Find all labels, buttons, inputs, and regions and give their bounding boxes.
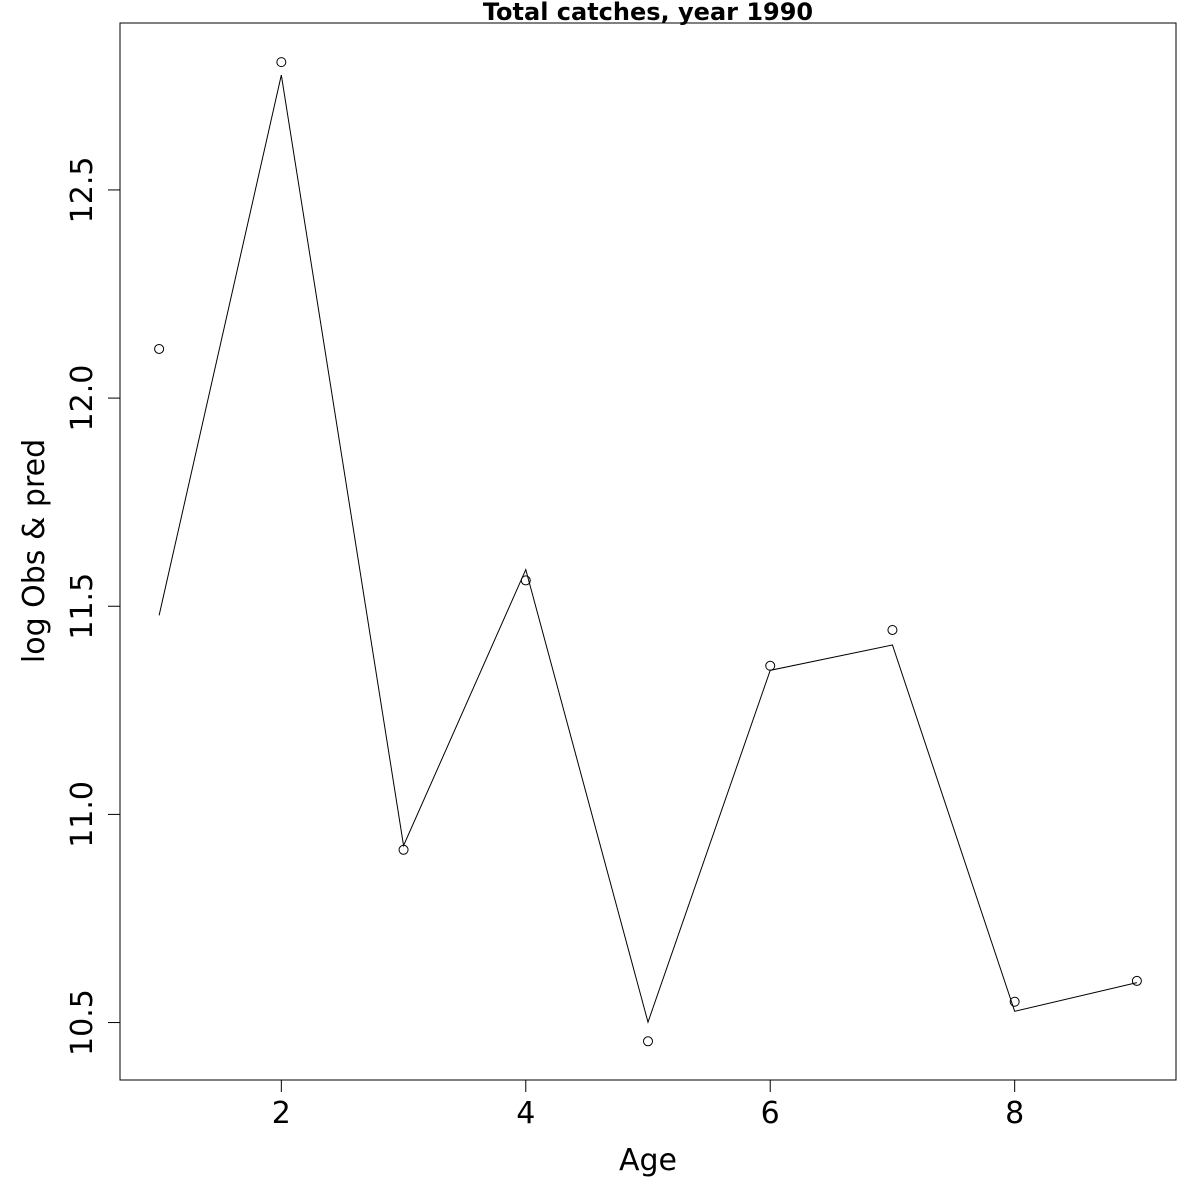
x-tick-label: 6 [761, 1096, 780, 1131]
observed-point [765, 660, 776, 671]
y-tick-label: 10.5 [65, 989, 100, 1056]
observed-point [1009, 996, 1020, 1007]
series-layer [154, 57, 1142, 1047]
y-tick-label: 12.5 [65, 157, 100, 224]
y-tick-label: 11.5 [65, 573, 100, 640]
plot-frame [119, 22, 1177, 1081]
chart-title: Total catches, year 1990 [483, 0, 813, 26]
y-tick-label: 11.0 [65, 781, 100, 848]
y-axis: 10.5 11.0 11.5 12.0 12.5 [65, 157, 120, 1056]
observed-point [276, 57, 287, 68]
x-axis: 2 4 6 8 [272, 1080, 1024, 1131]
y-tick-label: 12.0 [65, 365, 100, 432]
observed-point [154, 343, 165, 354]
observed-point [1131, 975, 1142, 986]
x-tick-label: 2 [272, 1096, 291, 1131]
x-tick-label: 8 [1005, 1096, 1024, 1131]
predicted-line [158, 74, 1138, 1024]
x-tick-label: 4 [516, 1096, 535, 1131]
y-axis-label: log Obs & pred [17, 439, 52, 663]
observed-point [887, 624, 898, 635]
observed-point [643, 1036, 653, 1047]
x-axis-label: Age [619, 1143, 677, 1178]
